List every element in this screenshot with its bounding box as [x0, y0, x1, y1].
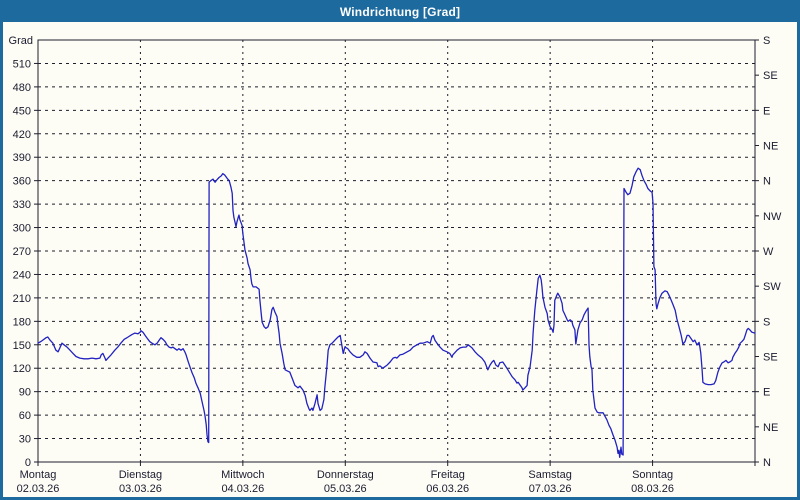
day-name-label: Donnerstag [317, 469, 374, 481]
right-axis-label: S [763, 35, 770, 47]
y-axis-label: 150 [13, 340, 31, 352]
y-axis-label: 330 [13, 199, 31, 211]
y-axis-label: 90 [19, 387, 31, 399]
day-name-label: Montag [20, 469, 57, 481]
right-axis-label: NE [763, 422, 778, 434]
right-axis-label: E [763, 105, 770, 117]
day-date-label: 07.03.26 [529, 483, 572, 495]
right-axis-label: S [763, 316, 770, 328]
y-axis-label: 60 [19, 410, 31, 422]
day-name-label: Dienstag [119, 469, 162, 481]
y-axis-label: 180 [13, 316, 31, 328]
chart-title: Windrichtung [Grad] [339, 5, 461, 19]
day-date-label: 08.03.26 [631, 483, 674, 495]
chart-title-bar: Windrichtung [Grad] [3, 3, 797, 22]
right-axis-label: N [763, 457, 771, 469]
day-name-label: Samstag [528, 469, 571, 481]
y-axis-label: 240 [13, 269, 31, 281]
right-axis-label: NW [763, 211, 782, 223]
day-date-label: 05.03.26 [324, 483, 367, 495]
y-axis-label: 120 [13, 363, 31, 375]
y-axis-label: 270 [13, 246, 31, 258]
right-axis-label: NE [763, 141, 778, 153]
y-axis-label: 210 [13, 293, 31, 305]
y-axis-label: 30 [19, 434, 31, 446]
right-axis-label: N [763, 176, 771, 188]
y-axis-label: 450 [13, 105, 31, 117]
day-date-label: 04.03.26 [221, 483, 264, 495]
y-axis-label: 300 [13, 223, 31, 235]
right-axis-label: SE [763, 70, 778, 82]
plot-frame [37, 39, 756, 463]
series-line [37, 167, 756, 458]
day-date-label: 06.03.26 [426, 483, 469, 495]
chart-svg: 0 30 60 90 120 150 180 210 240 270 300 330 360 390 420… [3, 22, 797, 497]
right-axis-label: SE [763, 352, 778, 364]
y-axis-label: 0 [25, 457, 31, 469]
y-axis-unit-label: Grad [9, 35, 33, 47]
day-name-label: Sonntag [632, 469, 673, 481]
right-axis-label: W [763, 246, 774, 258]
y-axis-label: 420 [13, 129, 31, 141]
y-axis-label: 360 [13, 176, 31, 188]
y-axis-label: 510 [13, 58, 31, 70]
day-name-label: Mittwoch [221, 469, 264, 481]
right-axis-label: E [763, 387, 770, 399]
right-axis-label: SW [763, 281, 781, 293]
y-axis-label: 390 [13, 152, 31, 164]
day-date-label: 02.03.26 [17, 483, 60, 495]
y-axis-label: 480 [13, 82, 31, 94]
day-date-label: 03.03.26 [119, 483, 162, 495]
day-name-label: Freitag [431, 469, 465, 481]
